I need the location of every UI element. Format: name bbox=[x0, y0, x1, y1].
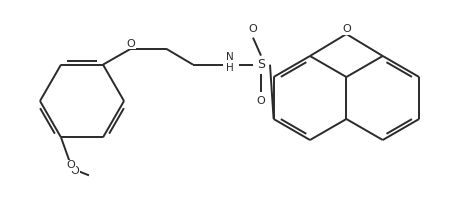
Text: O: O bbox=[257, 96, 266, 106]
Text: O: O bbox=[342, 24, 351, 34]
Text: N
H: N H bbox=[226, 52, 234, 73]
Text: S: S bbox=[257, 58, 265, 71]
Text: O: O bbox=[249, 24, 258, 34]
Text: O: O bbox=[67, 160, 75, 170]
Text: O: O bbox=[126, 39, 135, 49]
Text: O: O bbox=[70, 166, 79, 176]
